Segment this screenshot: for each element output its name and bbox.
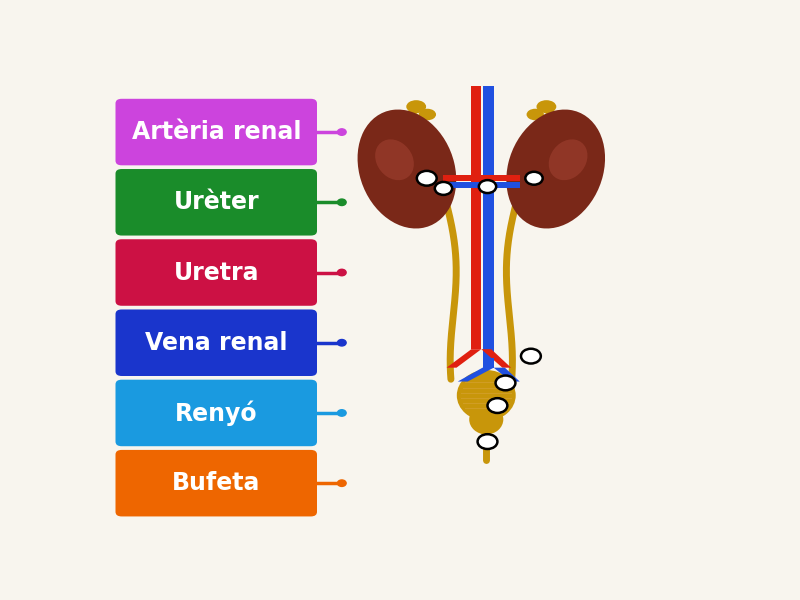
Polygon shape xyxy=(482,358,494,368)
Polygon shape xyxy=(458,368,494,382)
Text: Artèria renal: Artèria renal xyxy=(131,120,301,144)
Ellipse shape xyxy=(394,111,420,125)
Polygon shape xyxy=(482,86,494,358)
Text: Vena renal: Vena renal xyxy=(145,331,287,355)
Circle shape xyxy=(526,172,542,185)
Polygon shape xyxy=(494,182,520,188)
Circle shape xyxy=(521,349,541,364)
Polygon shape xyxy=(494,368,520,382)
Polygon shape xyxy=(482,175,520,181)
Circle shape xyxy=(479,180,496,193)
Circle shape xyxy=(338,269,346,276)
Text: Renyó: Renyó xyxy=(175,400,258,426)
FancyBboxPatch shape xyxy=(115,239,317,306)
Circle shape xyxy=(435,182,452,195)
Text: Uretra: Uretra xyxy=(174,260,259,284)
Text: Urèter: Urèter xyxy=(174,190,259,214)
FancyBboxPatch shape xyxy=(115,380,317,446)
Ellipse shape xyxy=(358,110,456,229)
Ellipse shape xyxy=(375,139,414,180)
Polygon shape xyxy=(471,86,482,331)
Ellipse shape xyxy=(537,100,556,113)
Circle shape xyxy=(478,434,498,449)
Circle shape xyxy=(417,171,437,185)
Ellipse shape xyxy=(457,370,516,421)
FancyBboxPatch shape xyxy=(115,450,317,517)
Circle shape xyxy=(495,376,515,391)
Circle shape xyxy=(338,340,346,346)
Polygon shape xyxy=(482,349,511,368)
Ellipse shape xyxy=(406,100,426,113)
Polygon shape xyxy=(443,182,482,188)
FancyBboxPatch shape xyxy=(115,310,317,376)
FancyBboxPatch shape xyxy=(115,169,317,236)
Text: Bufeta: Bufeta xyxy=(172,471,261,495)
Circle shape xyxy=(338,480,346,487)
Ellipse shape xyxy=(542,111,569,125)
Ellipse shape xyxy=(470,404,503,434)
Ellipse shape xyxy=(549,139,587,180)
Circle shape xyxy=(338,129,346,135)
Circle shape xyxy=(338,410,346,416)
Polygon shape xyxy=(471,331,482,349)
Polygon shape xyxy=(446,349,482,368)
Circle shape xyxy=(338,199,346,206)
Ellipse shape xyxy=(506,110,605,229)
FancyBboxPatch shape xyxy=(115,99,317,166)
Circle shape xyxy=(487,398,507,413)
Ellipse shape xyxy=(418,109,436,120)
Polygon shape xyxy=(443,175,471,181)
Ellipse shape xyxy=(526,109,544,120)
